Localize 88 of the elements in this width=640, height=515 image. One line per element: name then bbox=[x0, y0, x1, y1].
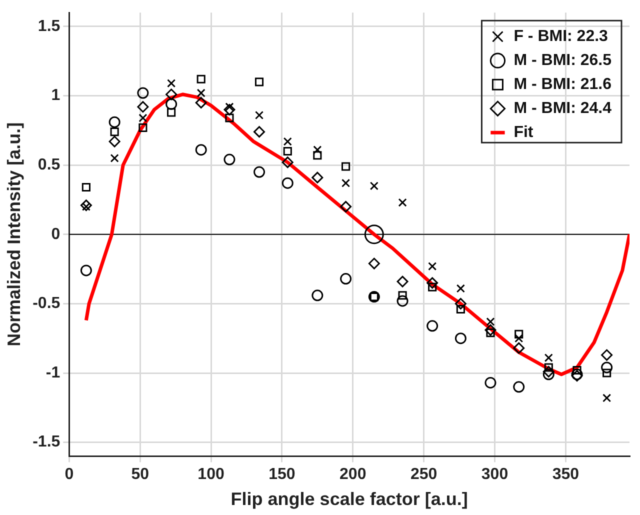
point bbox=[456, 284, 465, 293]
point bbox=[254, 78, 264, 86]
point bbox=[398, 198, 407, 207]
point bbox=[602, 394, 612, 402]
point bbox=[342, 178, 350, 188]
y-tick-label: -0.5 bbox=[32, 295, 60, 312]
point bbox=[544, 353, 553, 362]
point bbox=[196, 88, 206, 98]
legend-label: M - BMI: 24.4 bbox=[514, 100, 612, 118]
point bbox=[396, 295, 408, 307]
point bbox=[340, 273, 352, 285]
y-axis-title: Normalized Intensity [a.u.] bbox=[4, 122, 24, 346]
point bbox=[542, 368, 554, 380]
point bbox=[195, 144, 207, 156]
point bbox=[368, 258, 380, 270]
point bbox=[254, 166, 266, 178]
legend-label: Fit bbox=[514, 124, 534, 142]
point bbox=[398, 291, 407, 300]
point bbox=[513, 381, 525, 393]
point bbox=[283, 137, 292, 146]
point bbox=[196, 74, 206, 84]
y-tick-label: 0 bbox=[51, 226, 60, 243]
point bbox=[254, 110, 264, 120]
point bbox=[342, 162, 350, 171]
point bbox=[514, 330, 524, 338]
point bbox=[283, 146, 292, 156]
point bbox=[456, 304, 465, 314]
point bbox=[166, 88, 178, 100]
point bbox=[572, 366, 582, 375]
point bbox=[254, 126, 266, 138]
point bbox=[364, 224, 384, 244]
point bbox=[137, 101, 149, 113]
legend-label: M - BMI: 21.6 bbox=[514, 76, 612, 94]
point bbox=[601, 349, 613, 361]
point bbox=[225, 114, 234, 122]
point bbox=[486, 328, 495, 338]
y-tick-label: 0.5 bbox=[38, 156, 60, 174]
point bbox=[312, 172, 324, 184]
point bbox=[486, 317, 495, 326]
point bbox=[428, 262, 437, 271]
point bbox=[340, 200, 352, 212]
point bbox=[454, 298, 466, 310]
x-tick-label: 200 bbox=[340, 466, 366, 484]
point bbox=[426, 277, 438, 289]
point bbox=[513, 342, 525, 354]
x-tick-label: 350 bbox=[552, 466, 580, 484]
point bbox=[138, 114, 148, 122]
x-tick-label: 50 bbox=[131, 466, 150, 484]
y-tick-label: 1 bbox=[51, 87, 60, 104]
x-tick-label: 300 bbox=[481, 466, 508, 484]
point bbox=[370, 182, 378, 190]
point bbox=[484, 324, 496, 336]
point bbox=[484, 376, 496, 388]
point bbox=[138, 123, 148, 132]
point bbox=[167, 108, 176, 117]
point bbox=[224, 104, 236, 116]
point bbox=[542, 366, 554, 378]
y-tick-label: -1 bbox=[46, 364, 60, 382]
point bbox=[137, 87, 149, 99]
point bbox=[602, 368, 612, 378]
y-tick-label: 1.5 bbox=[38, 18, 60, 35]
x-tick-label: 150 bbox=[268, 466, 296, 484]
point bbox=[110, 154, 119, 162]
point bbox=[282, 156, 294, 168]
x-tick-label: 250 bbox=[410, 466, 438, 484]
point bbox=[80, 200, 92, 212]
x-tick-label: 100 bbox=[198, 466, 224, 484]
point bbox=[224, 154, 236, 166]
legend-label: F - BMI: 22.3 bbox=[514, 28, 608, 46]
point bbox=[166, 98, 178, 110]
point bbox=[110, 128, 119, 136]
point bbox=[108, 116, 120, 128]
point bbox=[195, 96, 207, 108]
point bbox=[167, 79, 176, 88]
point bbox=[313, 151, 322, 160]
point bbox=[601, 362, 613, 374]
point bbox=[396, 276, 408, 288]
x-tick-label: 0 bbox=[64, 466, 74, 484]
x-axis-title: Flip angle scale factor [a.u.] bbox=[230, 489, 468, 510]
point bbox=[82, 182, 90, 192]
point bbox=[80, 264, 92, 276]
point bbox=[454, 332, 466, 344]
point bbox=[108, 136, 120, 148]
point bbox=[312, 290, 324, 302]
y-tick-label: -1.5 bbox=[32, 434, 60, 451]
point bbox=[282, 177, 294, 189]
point bbox=[426, 320, 438, 332]
legend-label: M - BMI: 26.5 bbox=[514, 52, 612, 70]
